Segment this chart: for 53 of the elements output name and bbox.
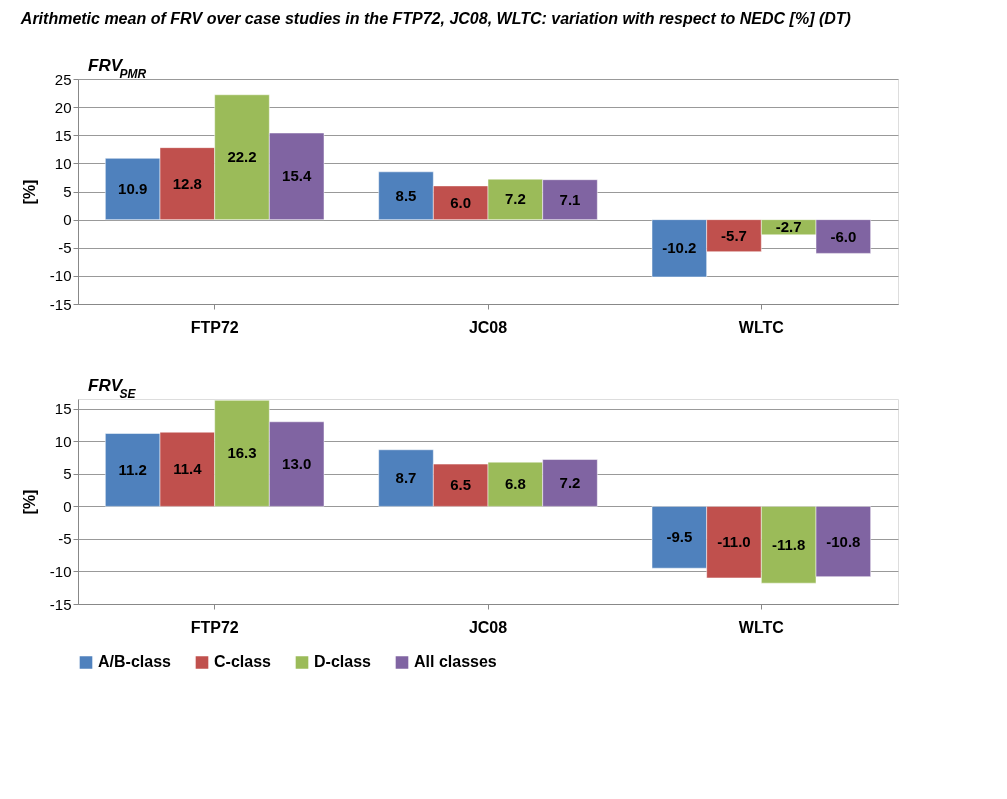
x-tick-label: WLTC xyxy=(738,318,785,336)
data-label: 7.2 xyxy=(559,473,581,491)
y-tick-label: 5 xyxy=(63,465,72,483)
data-label: -2.7 xyxy=(775,218,802,236)
data-label: 7.1 xyxy=(559,190,581,208)
y-tick-label: 15 xyxy=(54,126,72,144)
y-axis-title: [%] xyxy=(20,179,38,205)
data-label: 22.2 xyxy=(227,148,257,166)
data-label: -10.8 xyxy=(826,532,861,550)
y-tick-label: -15 xyxy=(49,295,72,313)
data-label: 7.2 xyxy=(504,190,526,208)
data-label: 15.4 xyxy=(282,167,312,185)
data-label: -11.8 xyxy=(771,535,806,553)
data-label: 6.8 xyxy=(504,475,526,493)
y-tick-label: 25 xyxy=(54,70,72,88)
y-tick-label: 15 xyxy=(54,400,72,418)
data-label: 8.5 xyxy=(395,186,417,204)
x-tick-label: FTP72 xyxy=(190,318,239,336)
y-tick-label: -5 xyxy=(58,530,72,548)
data-label: 6.0 xyxy=(450,193,472,211)
data-label: 11.4 xyxy=(173,460,203,478)
legend-label: A/B-class xyxy=(98,653,172,671)
legend-label: All classes xyxy=(414,653,497,671)
data-label: 10.9 xyxy=(118,179,148,197)
data-label: 13.0 xyxy=(282,455,312,473)
y-tick-label: 0 xyxy=(63,497,72,515)
data-label: -11.0 xyxy=(717,533,751,551)
y-tick-label: 0 xyxy=(63,211,72,229)
legend-label: C-class xyxy=(214,653,272,671)
y-tick-label: 10 xyxy=(54,154,72,172)
data-label: -5.7 xyxy=(721,226,747,244)
legend-label: D-class xyxy=(314,653,372,671)
y-tick-label: -15 xyxy=(49,595,72,613)
x-tick-label: JC08 xyxy=(468,618,508,636)
y-tick-label: -10 xyxy=(49,267,72,285)
y-axis-title: [%] xyxy=(20,489,38,515)
data-label: -6.0 xyxy=(830,227,857,245)
chart-title: Arithmetic mean of FRV over case studies in the FTP72, JC08, WLTC: variation with respect to NEDC [%] (DT) xyxy=(19,9,851,27)
data-label: -9.5 xyxy=(666,528,693,546)
y-tick-label: -5 xyxy=(58,239,72,257)
y-tick-label: 5 xyxy=(63,183,72,200)
data-label: 16.3 xyxy=(227,444,257,462)
data-label: -10.2 xyxy=(662,239,697,257)
data-label: 12.8 xyxy=(172,174,202,192)
y-tick-label: 20 xyxy=(54,98,72,116)
data-label: 6.5 xyxy=(450,476,472,494)
y-tick-label: -10 xyxy=(49,562,72,580)
x-tick-label: FTP72 xyxy=(190,618,239,636)
data-label: 11.2 xyxy=(118,460,147,478)
x-tick-label: WLTC xyxy=(738,618,785,636)
data-label: 8.7 xyxy=(395,469,417,487)
y-tick-label: 10 xyxy=(54,432,72,450)
x-tick-label: JC08 xyxy=(468,318,508,336)
